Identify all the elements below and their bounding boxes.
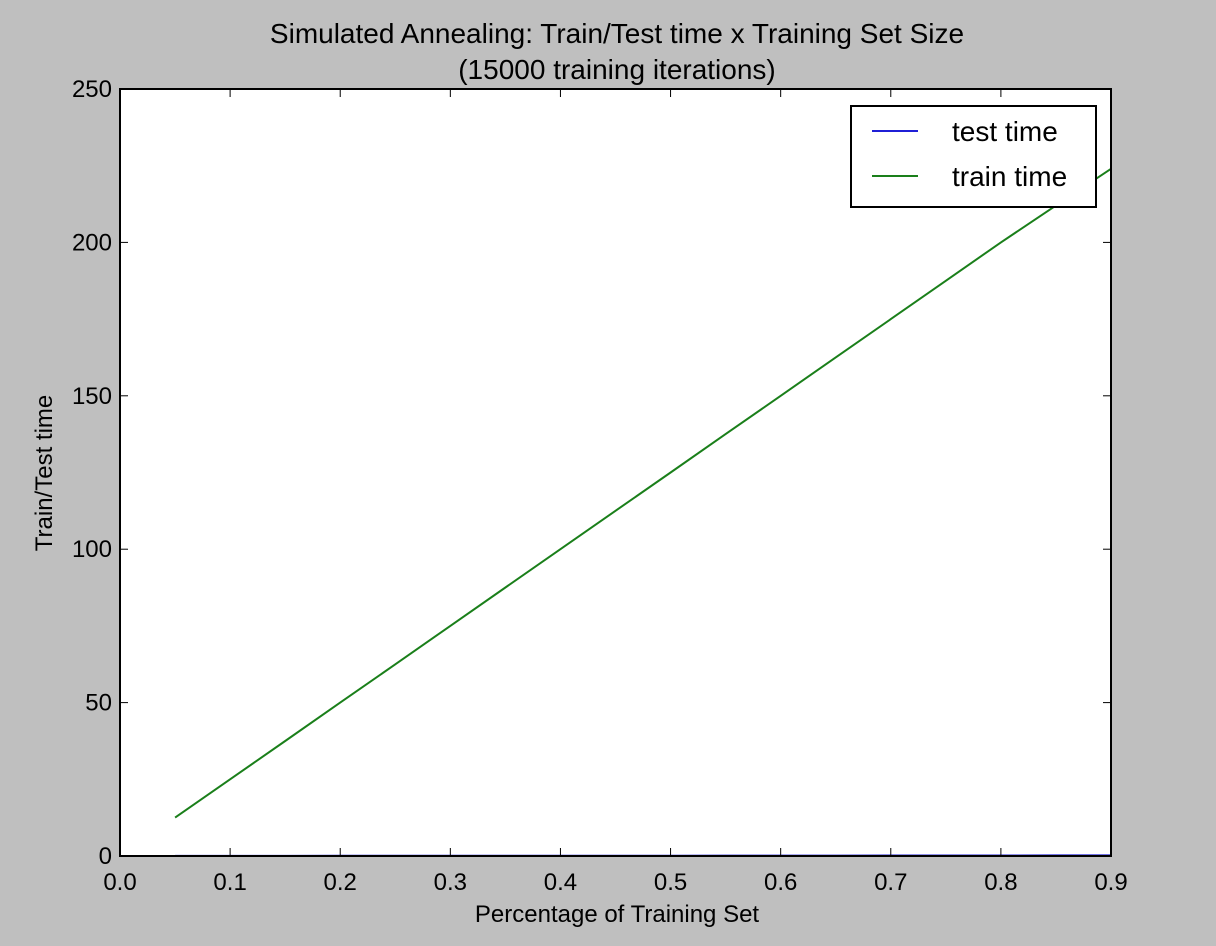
x-axis-label: Percentage of Training Set bbox=[475, 901, 760, 928]
tick-layer: 0.0 0.1 0.2 0.3 0.4 0.5 0.6 0.7 0.8 0.9 0 50 100 150 2… bbox=[72, 76, 1128, 896]
x-tick-label: 0.4 bbox=[544, 869, 577, 896]
y-tick-label: 150 bbox=[72, 383, 112, 410]
y-tick-label: 50 bbox=[85, 690, 112, 717]
chart-subtitle: (15000 training iterations) bbox=[458, 54, 776, 85]
chart-title: Simulated Annealing: Train/Test time x T… bbox=[270, 18, 964, 49]
x-tick-label: 0.7 bbox=[874, 869, 907, 896]
legend-test-time-label: test time bbox=[952, 116, 1058, 147]
legend-box bbox=[850, 105, 1097, 208]
legend-train-time-label: train time bbox=[952, 161, 1067, 192]
y-axis-label: Train/Test time bbox=[31, 395, 58, 551]
x-tick-label: 0.8 bbox=[984, 869, 1017, 896]
x-tick-label: 0.9 bbox=[1094, 869, 1127, 896]
y-tick-label: 0 bbox=[99, 843, 112, 870]
x-tick-label: 0.1 bbox=[213, 869, 246, 896]
x-tick-label: 0.0 bbox=[103, 869, 136, 896]
y-tick-label: 250 bbox=[72, 76, 112, 103]
series-line-train-time bbox=[174, 167, 1112, 819]
legend: test time train time bbox=[850, 105, 1097, 208]
x-tick-label: 0.2 bbox=[324, 869, 357, 896]
x-tick-label: 0.5 bbox=[654, 869, 687, 896]
plot-frame bbox=[119, 88, 1112, 857]
y-tick-label: 100 bbox=[72, 536, 112, 563]
y-tick-label: 200 bbox=[72, 229, 112, 256]
x-tick-label: 0.6 bbox=[764, 869, 797, 896]
plot-area bbox=[120, 89, 1111, 856]
x-tick-label: 0.3 bbox=[434, 869, 467, 896]
